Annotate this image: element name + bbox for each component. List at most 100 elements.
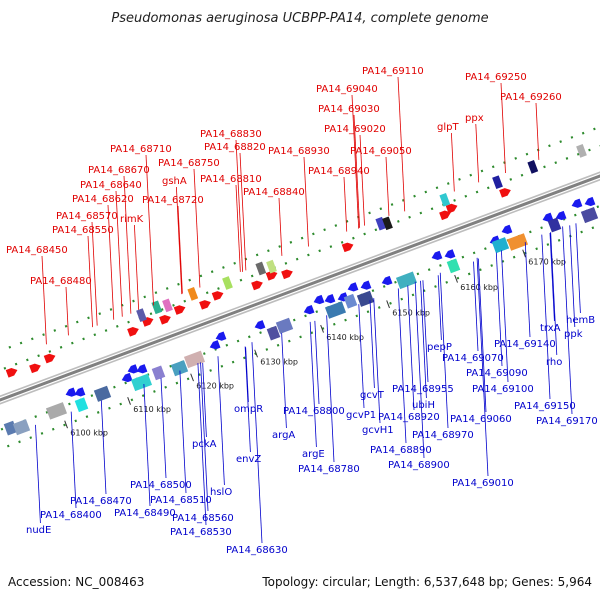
gene-label: PA14_69070 (442, 353, 504, 364)
gene-label: PA14_69010 (452, 478, 514, 489)
gene-feature (127, 364, 139, 374)
label-leader-line (562, 226, 573, 415)
gene-label: PA14_68920 (378, 412, 440, 423)
gene-label: PA14_68400 (40, 510, 102, 521)
gene-label: PA14_69090 (466, 368, 528, 379)
gene-label: PA14_69050 (350, 146, 412, 157)
label-leader-line (239, 152, 247, 271)
gene-label: PA14_69250 (465, 72, 527, 83)
kbp-tick (522, 249, 526, 258)
gene-labels: PA14_69110 PA14_69250 PA14_69040 PA14_69260… (6, 66, 598, 556)
gene-label: PA14_68970 (412, 430, 474, 441)
gene-feature (343, 293, 358, 309)
genome-summary-text: Topology: circular; Length: 6,537,648 bp… (261, 575, 592, 589)
kbp-tick (190, 373, 194, 382)
gene-label: ppx (465, 113, 484, 124)
label-leader-line (500, 82, 506, 173)
label-leader-line (35, 424, 41, 524)
gene-label: ppk (564, 329, 583, 340)
label-leader-line (569, 225, 576, 328)
gene-feature (527, 160, 539, 174)
gene-feature (395, 271, 418, 290)
gene-label: PA14_68840 (243, 187, 305, 198)
gene-feature (491, 237, 510, 254)
label-leader-line (439, 272, 449, 429)
gene-label: PA14_68480 (30, 276, 92, 287)
gene-feature (360, 280, 372, 290)
gene-label: PA14_68710 (110, 144, 172, 155)
gene-feature (215, 331, 227, 341)
gene-feature (313, 294, 325, 305)
gene-label: PA14_68780 (298, 464, 360, 475)
label-leader-line (145, 154, 154, 306)
gene-feature (209, 340, 221, 350)
gene-feature (121, 372, 133, 383)
gene-label: PA14_68820 (204, 142, 266, 153)
label-leader-line (70, 411, 77, 509)
label-leader-line (351, 94, 360, 229)
gene-label: trxA (540, 323, 561, 334)
label-leader-line (115, 190, 123, 317)
label-leader-line (87, 235, 93, 328)
gene-feature (324, 301, 347, 319)
gene-label: PA14_68570 (56, 211, 118, 222)
label-leader-line (535, 102, 540, 160)
label-leader-line (251, 342, 263, 544)
label-leader-line (244, 346, 251, 453)
label-leader-line (369, 300, 375, 389)
label-leader-line (451, 132, 455, 192)
genome-backbone (0, 178, 600, 405)
label-leader-line (197, 363, 207, 526)
gene-feature (555, 210, 567, 221)
gene-label: hslO (210, 487, 232, 498)
gene-feature (547, 217, 562, 233)
gene-label: gcvT (360, 390, 385, 401)
gene-label: PA14_68620 (72, 194, 134, 205)
gene-feature (162, 298, 173, 313)
label-leader-line (541, 234, 551, 400)
gene-feature (381, 275, 393, 286)
gene-label: PA14_68550 (52, 225, 114, 236)
label-leader-line (473, 261, 479, 352)
gene-label: PA14_69040 (316, 84, 378, 95)
label-leader-line (100, 400, 107, 495)
kbp-tick (454, 274, 458, 283)
label-leader-line (143, 383, 151, 507)
label-leader-line (278, 197, 283, 256)
label-leader-line (314, 320, 320, 405)
gene-tracks: 6100 kbp 6110 kbp 6120 kbp 6130 kbp 6140 kbp… (0, 125, 600, 451)
gene-label: PA14_68630 (226, 545, 288, 556)
gene-feature (281, 269, 293, 280)
gene-label: nudE (26, 525, 51, 536)
kbp-tick-label: 6110 kbp (133, 405, 171, 414)
gene-label: PA14_68450 (6, 245, 68, 256)
gene-label: PA14_69150 (514, 401, 576, 412)
gene-feature (341, 242, 354, 253)
gene-feature (506, 233, 529, 251)
label-leader-line (123, 175, 132, 314)
gene-feature (584, 196, 596, 207)
label-leader-line (177, 205, 183, 294)
gene-label: PA14_68670 (88, 165, 150, 176)
gene-label: gcvP1 (346, 410, 376, 421)
gene-label: PA14_69020 (324, 124, 386, 135)
kbp-tick (64, 420, 68, 429)
gene-feature (136, 308, 147, 322)
label-leader-line (245, 347, 249, 403)
gene-feature (159, 314, 171, 325)
gene-label: PA14_68930 (268, 146, 330, 157)
gene-label: PA14_68530 (170, 527, 232, 538)
label-leader-line (200, 362, 209, 512)
gene-label: PA14_68890 (370, 445, 432, 456)
gene-label: argE (302, 449, 325, 460)
gene-feature (5, 367, 18, 378)
label-leader-line (281, 333, 287, 429)
label-leader-line (358, 304, 365, 409)
label-leader-line (475, 123, 480, 183)
kbp-tick-label: 6140 kbp (326, 333, 364, 342)
gene-label: PA14_68640 (80, 180, 142, 191)
gene-label: PA14_68810 (200, 174, 262, 185)
gene-label: PA14_69110 (362, 66, 424, 77)
gene-label: PA14_69030 (318, 104, 380, 115)
gene-feature (29, 363, 41, 374)
